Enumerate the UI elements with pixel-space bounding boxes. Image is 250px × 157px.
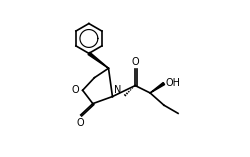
Text: O: O: [76, 118, 84, 128]
Polygon shape: [88, 52, 108, 68]
Polygon shape: [150, 82, 165, 93]
Text: N: N: [114, 85, 121, 95]
Text: OH: OH: [166, 78, 181, 88]
Text: O: O: [132, 57, 139, 67]
Text: O: O: [72, 85, 79, 95]
